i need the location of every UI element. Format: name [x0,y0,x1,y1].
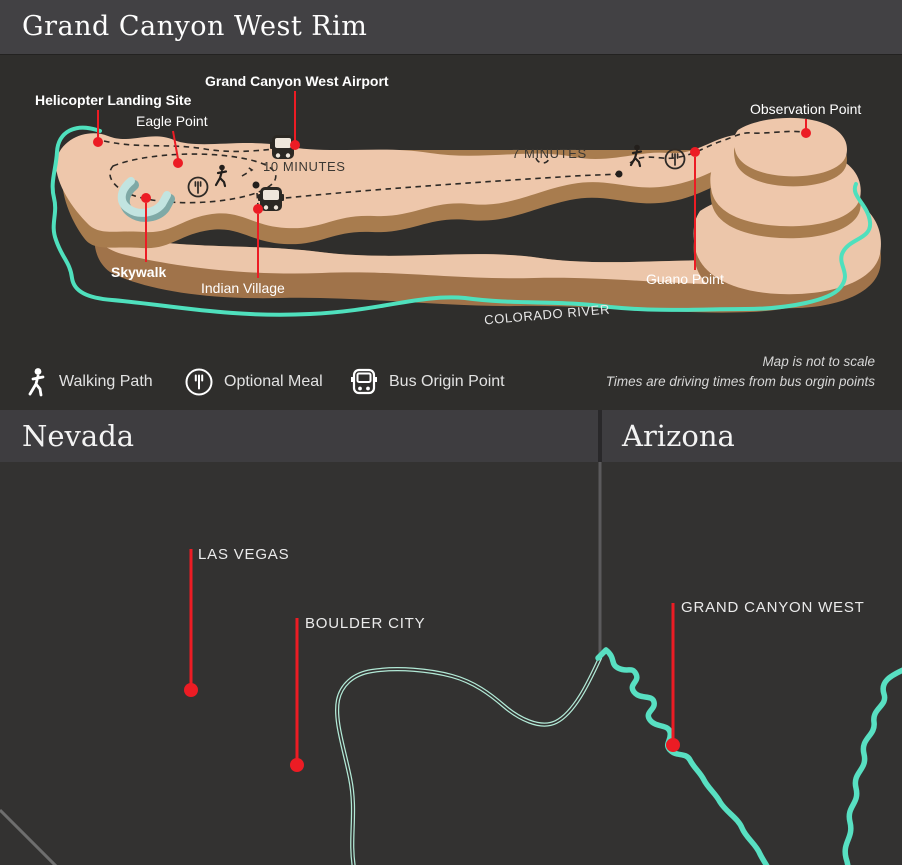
label-helicopter-landing-site: Helicopter Landing Site [35,92,192,108]
region-header-arizona: Arizona [602,410,902,462]
label-colorado-river: COLORADO RIVER [483,301,611,328]
airport-marker [290,140,300,150]
region-header-nevada: Nevada [0,410,598,462]
walking-icon [28,368,45,397]
label-las-vegas: LAS VEGAS [198,546,290,563]
legend-item-optional-meal: Optional Meal [185,366,323,398]
optional-meal-icon [664,148,686,170]
label-7-minutes: 7 MINUTES [512,146,587,161]
label-grand-canyon-west: GRAND CANYON WEST [681,599,865,616]
skywalk-shape [117,177,175,222]
walking-trails [103,130,804,207]
skywalk-marker [141,193,151,203]
trail-node-dot [252,181,260,189]
page-header: Grand Canyon West Rim [0,0,902,54]
helicopter-landing-site-marker [93,137,103,147]
mesa-illustration [55,117,881,313]
legend-item-bus-origin-point: Bus Origin Point [350,366,505,398]
guano-point-marker [690,147,700,157]
label-observation-point: Observation Point [750,101,862,117]
eagle-point-marker [173,158,183,168]
region-divider [598,410,602,462]
optional-meal-icon [185,368,213,396]
legend-label: Optional Meal [224,373,323,390]
label-10-minutes: 10 MINUTES [263,159,346,174]
note-not-to-scale: Map is not to scale [762,354,875,369]
lower-map-background [0,462,902,865]
label-eagle-point: Eagle Point [136,113,208,129]
optional-meal-icon [187,176,209,198]
colorado-river-path [50,125,873,317]
trail-node-dot [615,170,623,178]
legend-item-walking-path: Walking Path [26,366,153,398]
label-indian-village: Indian Village [201,280,285,296]
observation-point-marker [801,128,811,138]
indian-village-marker [253,204,263,214]
legend-label: Bus Origin Point [389,373,505,390]
page-title: Grand Canyon West Rim [22,11,368,42]
map-notes: Map is not to scale Times are driving ti… [606,352,875,392]
bus-icon [258,187,284,211]
label-skywalk: Skywalk [111,264,167,280]
legend-label: Walking Path [59,373,153,390]
walking-icon [629,144,643,168]
poi-markers [93,128,811,214]
region-label: Arizona [622,419,735,453]
bus-icon [351,368,377,395]
label-boulder-city: BOULDER CITY [305,615,426,632]
walking-icon [214,164,228,188]
label-guano-point: Guano Point [646,271,724,287]
note-driving-times: Times are driving times from bus orgin p… [605,374,875,389]
label-grand-canyon-west-airport: Grand Canyon West Airport [205,73,389,89]
bus-icon [270,135,296,159]
region-label: Nevada [22,419,135,453]
